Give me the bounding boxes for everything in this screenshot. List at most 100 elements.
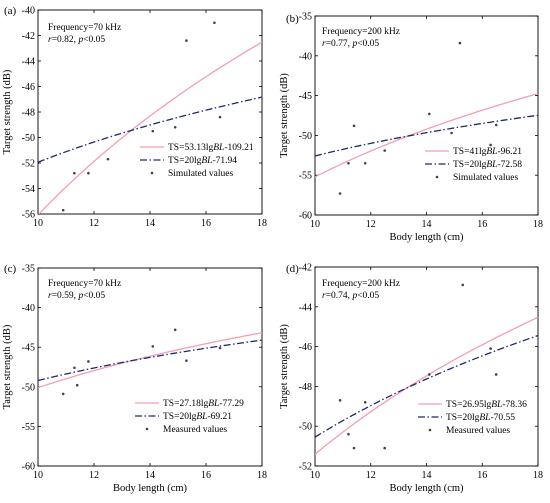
- data-point: [363, 161, 367, 165]
- data-point: [218, 115, 222, 119]
- data-point: [427, 112, 431, 116]
- panel-label: (d): [286, 263, 299, 275]
- x-tick-label: 18: [257, 470, 267, 481]
- data-point: [383, 149, 386, 152]
- data-point: [494, 373, 498, 376]
- y-axis-label: Target strength (dB): [2, 69, 13, 154]
- x-tick-label: 16: [201, 470, 211, 481]
- y-tick-label: -50: [22, 382, 35, 393]
- data-point: [489, 143, 492, 147]
- data-point: [494, 123, 498, 127]
- data-point: [352, 446, 356, 450]
- x-tick-label: 14: [145, 218, 155, 229]
- fit-line-1: [38, 332, 262, 389]
- y-tick-label: -42: [22, 31, 35, 42]
- y-tick-label: -45: [22, 343, 35, 354]
- data-point: [61, 208, 65, 212]
- data-point: [173, 328, 177, 332]
- y-tick-label: -46: [22, 82, 35, 93]
- fit-line-2: [315, 114, 538, 157]
- legend-entry-2: TS=20lgBL-70.55: [446, 413, 515, 423]
- panel-label: (c): [4, 263, 17, 275]
- fit-line-1: [315, 316, 538, 455]
- data-point: [185, 359, 188, 362]
- y-tick-label: -42: [299, 263, 312, 274]
- data-point: [458, 41, 462, 45]
- chart-panel-4: 10 12 14 16 18 -52 -50 -48 -46 -44 -42 Body length …: [279, 263, 543, 495]
- correlation-annotation: r=0.82, p<0.05: [48, 35, 105, 45]
- x-tick-label: 16: [477, 219, 487, 230]
- legend-entry-1: TS=26.95lgBL-78.36: [446, 400, 527, 410]
- y-tick-label: -44: [22, 57, 35, 68]
- x-tick-label: 10: [33, 218, 43, 229]
- data-point: [75, 383, 79, 387]
- y-tick-label: -52: [22, 159, 35, 170]
- x-tick-label: 12: [366, 470, 376, 481]
- data-point: [185, 39, 188, 42]
- fit-line-2: [315, 334, 538, 438]
- data-point: [87, 171, 90, 175]
- data-point: [173, 126, 177, 129]
- y-tick-label: -48: [299, 382, 312, 393]
- y-tick-label: -56: [22, 210, 35, 221]
- fit-line-2: [38, 96, 262, 163]
- legend-entry-2: TS=20lgBL-69.21: [163, 412, 232, 422]
- data-point: [218, 346, 222, 350]
- legend-entry-points: Simulated values: [168, 169, 233, 179]
- y-tick-label: -55: [22, 422, 35, 433]
- data-point: [461, 283, 465, 287]
- y-tick-label: -44: [299, 302, 312, 313]
- correlation-annotation: r=0.77, p<0.05: [322, 39, 379, 49]
- panel-label: (a): [4, 5, 17, 17]
- legend-entry-points: Measured values: [446, 426, 510, 436]
- legend-entry-1: TS=53.13lgBL-109.21: [168, 143, 254, 153]
- data-point: [347, 432, 350, 436]
- y-tick-label: -60: [22, 462, 35, 473]
- x-tick-label: 10: [33, 470, 43, 481]
- legend-point-marker: [435, 175, 439, 179]
- fit-lines: [38, 41, 262, 214]
- data-point: [73, 171, 76, 175]
- data-point: [151, 345, 155, 348]
- data-point: [427, 373, 431, 376]
- data-point: [213, 21, 216, 25]
- panel-label: (b): [286, 13, 299, 25]
- x-tick-label: 12: [366, 219, 376, 230]
- y-tick-label: -40: [299, 51, 312, 62]
- frequency-annotation: Frequency=200 kHz: [322, 27, 400, 37]
- legend-entry-points: Simulated values: [453, 173, 518, 183]
- y-tick-label: -50: [22, 133, 35, 144]
- legend-point-marker: [150, 171, 154, 175]
- x-tick-label: 14: [422, 470, 432, 481]
- y-tick-label: -55: [299, 171, 312, 182]
- x-tick-label: 14: [145, 470, 155, 481]
- data-point: [363, 401, 367, 404]
- y-tick-label: -54: [22, 184, 35, 195]
- fit-lines: [315, 316, 538, 455]
- x-tick-label: 16: [201, 218, 211, 229]
- data-point: [338, 192, 342, 195]
- y-tick-label: -50: [299, 131, 312, 142]
- data-point: [73, 366, 76, 370]
- fit-lines: [38, 332, 262, 389]
- y-tick-label: -50: [299, 422, 312, 433]
- y-tick-label: -40: [22, 6, 35, 17]
- x-tick-label: 10: [310, 470, 320, 481]
- x-tick-label: 12: [89, 218, 99, 229]
- y-tick-label: -45: [299, 91, 312, 102]
- data-point: [450, 131, 453, 135]
- frequency-annotation: Frequency=200 kHz: [322, 279, 400, 289]
- y-tick-label: -35: [299, 12, 312, 23]
- x-axis-label: Body length (cm): [389, 483, 464, 494]
- correlation-annotation: r=0.59, p<0.05: [48, 291, 105, 301]
- data-point: [87, 360, 90, 363]
- y-tick-label: -40: [22, 303, 35, 314]
- frequency-annotation: Frequency=70 kHz: [48, 279, 121, 289]
- x-tick-label: 16: [477, 470, 487, 481]
- x-tick-label: 10: [310, 219, 320, 230]
- chart-panel-2: 10 12 14 16 18 -60 -55 -50 -45 -40 -35 Body length …: [279, 12, 543, 244]
- data-point: [489, 347, 492, 350]
- fit-line-1: [38, 41, 262, 214]
- y-axis-label: Target strength (dB): [2, 324, 13, 409]
